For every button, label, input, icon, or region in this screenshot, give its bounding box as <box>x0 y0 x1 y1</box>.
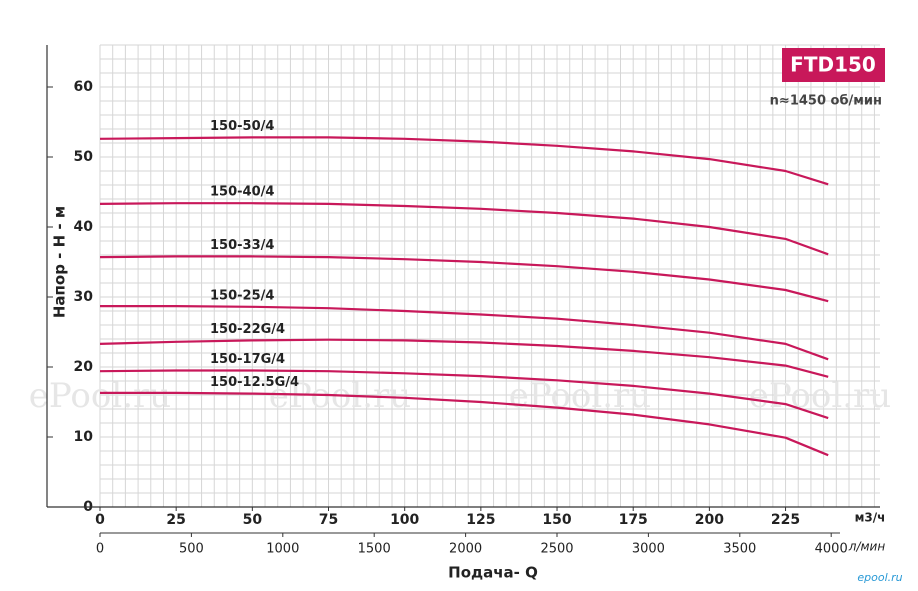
curve-label: 150-17G/4 <box>210 352 285 367</box>
x2-unit: л/мин <box>848 540 886 554</box>
x2-tick-label: 2500 <box>540 542 573 557</box>
x-tick-label: 225 <box>771 512 800 528</box>
curve-label: 150-33/4 <box>210 238 274 253</box>
x-tick-label: 0 <box>95 512 105 528</box>
x-tick-label: 150 <box>542 512 571 528</box>
x2-tick-label: 2000 <box>449 542 482 557</box>
curve <box>100 391 829 457</box>
badge: FTD150 <box>790 53 876 77</box>
watermark: ePool.ru <box>29 376 171 416</box>
x2-tick-label: 3500 <box>723 542 756 557</box>
x-tick-label: 200 <box>695 512 724 528</box>
y-tick-label: 40 <box>74 219 94 235</box>
x-tick-label: 25 <box>166 512 185 528</box>
x2-tick-label: 1500 <box>358 542 391 557</box>
curve-label: 150-25/4 <box>210 288 274 303</box>
watermark: ePool.ru <box>749 376 891 416</box>
y-tick-label: 50 <box>74 149 94 165</box>
x-unit: м3/ч <box>855 511 886 525</box>
x-tick-label: 75 <box>319 512 338 528</box>
x2-tick-label: 1000 <box>266 542 299 557</box>
curve <box>99 369 829 420</box>
curve-label: 150-50/4 <box>210 119 274 134</box>
y-tick-label: 10 <box>74 429 94 445</box>
y-axis-label: Напор - H - м <box>51 206 69 318</box>
x-tick-label: 50 <box>243 512 263 528</box>
x2-tick-label: 4000 <box>815 542 848 557</box>
subtitle: n≈1450 об/мин <box>770 94 882 109</box>
x2-tick-label: 500 <box>179 542 204 557</box>
curve-label: 150-12.5G/4 <box>210 375 299 390</box>
x-tick-label: 175 <box>619 512 648 528</box>
x-tick-label: 125 <box>466 512 495 528</box>
corner-mark: epool.ru <box>857 571 902 584</box>
curve <box>99 202 829 256</box>
curve <box>99 338 829 378</box>
curve <box>99 136 829 186</box>
grid <box>99 44 880 508</box>
curve-label: 150-22G/4 <box>210 322 285 337</box>
x-tick-label: 100 <box>390 512 419 528</box>
curve <box>100 305 829 361</box>
curve-label: 150-40/4 <box>210 185 274 200</box>
curve <box>99 255 829 303</box>
x-axis-label: Подача- Q <box>448 564 538 582</box>
y-tick-label: 20 <box>74 359 94 375</box>
y-tick-label: 30 <box>74 289 94 305</box>
x2-tick-label: 0 <box>96 542 104 557</box>
x2-tick-label: 3000 <box>632 542 665 557</box>
badge-box <box>782 48 885 82</box>
y-tick-label: 60 <box>74 79 94 95</box>
